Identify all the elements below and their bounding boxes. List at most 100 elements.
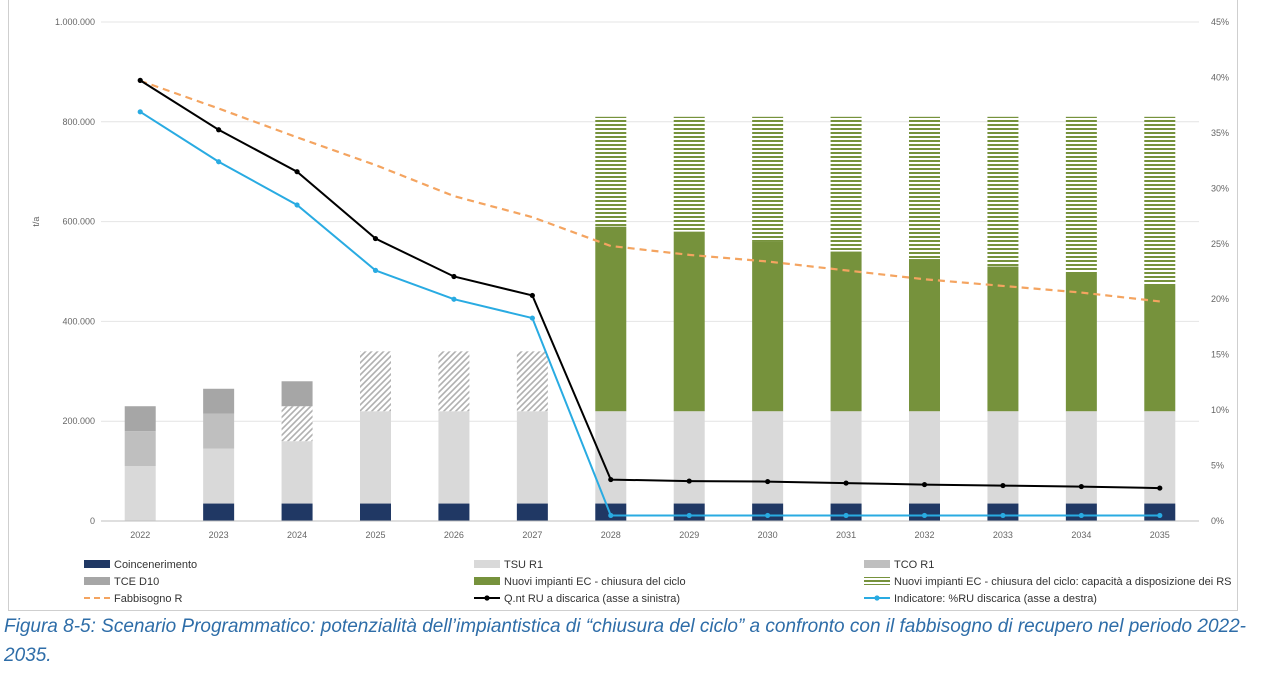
series-marker [529,292,535,299]
series-marker [921,481,928,488]
bar-segment [673,116,705,232]
bar-segment [987,503,1019,521]
bar-segment [124,406,156,432]
y2-tick-label: 15% [1211,350,1229,360]
bar-segment [360,411,391,504]
bar-segment [752,503,784,521]
x-tick-label: 2032 [914,530,934,540]
series-marker [1078,512,1084,519]
y-axis-label: t/a [31,217,41,227]
legend-label: TSU R1 [504,559,543,571]
x-tick-label: 2022 [130,530,150,540]
series-marker [451,273,457,280]
series-marker [1157,485,1163,491]
bar-segment [909,116,940,260]
y-tick-label: 200.000 [62,416,95,426]
bar-segment [516,351,548,412]
bar-segment [516,503,548,521]
y2-tick-label: 10% [1211,405,1229,415]
x-tick-label: 2028 [601,530,621,540]
y-tick-label: 600.000 [62,217,95,227]
series-marker [137,109,143,115]
bar-segment [203,413,235,449]
bar-segment [1144,503,1176,521]
x-tick-label: 2034 [1071,530,1091,540]
y2-tick-label: 20% [1211,294,1229,304]
legend-swatch [864,560,890,568]
bar-segment [595,116,627,227]
series-marker [294,169,300,175]
bar-segment [752,241,784,412]
bars [124,116,1176,521]
y-tick-label: 400.000 [62,316,95,326]
y2-tick-label: 0% [1211,516,1224,526]
bar-segment [124,466,156,521]
y2-tick-label: 35% [1211,128,1229,138]
bar-segment [1144,116,1176,284]
series-marker [137,77,143,83]
figure-caption: Figura 8-5: Scenario Programmatico: pote… [4,616,1246,666]
bar-segment [987,411,1019,504]
legend-label: Fabbisogno R [114,593,183,605]
x-tick-label: 2035 [1150,530,1170,540]
legend: Coincenerimento TSU R1 TCO R1 TCE D10 Nuovi … [84,559,1232,605]
series-marker [372,267,379,273]
series-marker [529,315,535,321]
y-tick-label: 1.000.000 [55,17,95,27]
bar-segment [1065,116,1097,274]
legend-swatch [864,577,890,585]
bar-segment [673,503,705,521]
x-tick-label: 2027 [522,530,542,540]
bar-segment [1144,283,1176,412]
series-marker [216,127,222,133]
bar-segment [595,226,627,412]
legend-label: Coincenerimento [114,559,197,571]
bar-segment [830,116,862,252]
bar-segment [203,388,235,414]
bar-segment [909,503,940,521]
bar-segment [281,406,313,442]
series-marker [921,512,928,519]
x-tick-label: 2024 [287,530,307,540]
legend-label: Nuovi impianti EC - chiusura del ciclo [504,576,686,588]
series-marker [1000,512,1006,519]
legend-swatch [84,560,110,568]
series-marker [608,512,614,519]
y2-tick-label: 5% [1211,461,1224,471]
x-tick-label: 2029 [679,530,699,540]
bar-segment [438,411,470,504]
bar-segment [203,448,235,504]
bar-segment [1065,273,1097,412]
bar-segment [595,503,627,521]
series-marker [765,512,771,519]
legend-label: TCE D10 [114,576,159,588]
chart-frame: 0 200.000 400.000 600.000 800.000 1.000.000 t/… [8,0,1238,611]
series-marker [451,296,457,302]
y2-tick-label: 45% [1211,17,1229,27]
series-marker [843,480,849,486]
x-tick-label: 2030 [758,530,778,540]
legend-marker [874,595,880,601]
series-marker [608,476,614,483]
bar-segment [438,503,470,521]
series-marker [843,512,849,519]
legend-label: Q.nt RU a discarica (asse a sinistra) [504,593,680,605]
legend-label: Nuovi impianti EC - chiusura del ciclo: … [894,576,1232,588]
gridlines [101,21,1199,522]
bar-segment [673,411,705,504]
bar-segment [673,231,705,412]
series-line [139,110,1160,517]
bar-segment [752,411,784,504]
legend-swatch [474,577,500,585]
x-tick-label: 2026 [444,530,464,540]
series-marker [294,202,300,208]
lines [137,77,1163,519]
series-line [139,79,1160,490]
bar-segment [830,503,862,521]
y-tick-label: 800.000 [62,117,95,127]
bar-segment [1065,411,1097,504]
bar-segment [360,351,391,412]
bar-segment [830,251,862,412]
x-tick-label: 2023 [209,530,229,540]
series-marker [1000,482,1006,489]
